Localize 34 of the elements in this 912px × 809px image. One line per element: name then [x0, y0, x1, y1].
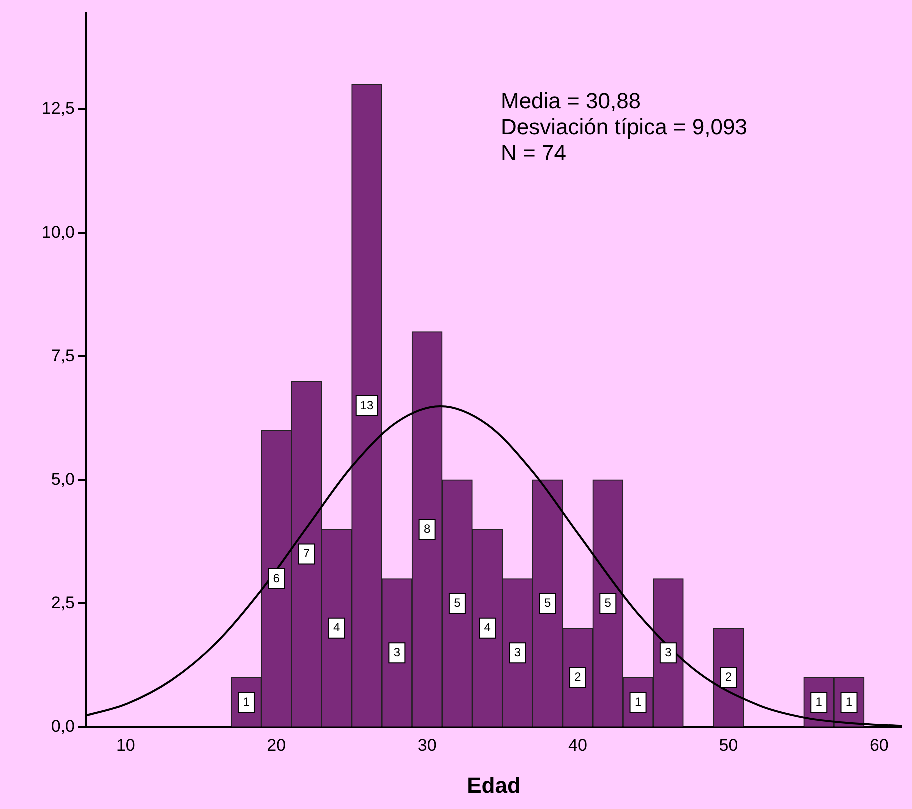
annotation: Desviación típica = 9,093 — [501, 114, 748, 140]
data-label: 2 — [574, 670, 582, 684]
data-label: 7 — [303, 546, 310, 561]
x-tick-label: 20 — [267, 736, 286, 756]
data-label: 5 — [454, 596, 462, 610]
x-axis-title: Edad — [467, 772, 521, 798]
data-label: 1 — [243, 694, 250, 709]
data-label: 3 — [514, 645, 522, 660]
data-label: 8 — [424, 522, 431, 536]
data-label: 5 — [604, 596, 612, 610]
data-label: 13 — [360, 398, 374, 412]
data-label: 1 — [846, 694, 853, 709]
data-label: 3 — [394, 645, 401, 660]
y-tick-label: 5,0 — [51, 470, 75, 489]
data-label: 3 — [665, 645, 672, 660]
data-label: 5 — [544, 596, 552, 610]
y-tick-label: 10,0 — [42, 222, 75, 242]
x-tick-label: 30 — [418, 736, 437, 756]
x-tick-label: 40 — [568, 736, 588, 756]
y-tick-label: 12,5 — [42, 99, 75, 118]
data-label: 6 — [273, 571, 280, 586]
y-tick-label: 7,5 — [51, 346, 75, 366]
x-tick-label: 60 — [870, 736, 889, 756]
y-tick-label: 2,5 — [51, 593, 75, 612]
data-label: 2 — [725, 670, 732, 684]
annotation: Media = 30,88 — [501, 88, 642, 114]
x-tick-label: 10 — [116, 736, 136, 756]
data-label: 4 — [334, 620, 341, 635]
annotation: N = 74 — [501, 140, 566, 166]
data-label: 1 — [816, 694, 823, 709]
data-label: 4 — [484, 620, 492, 635]
data-label: 1 — [634, 694, 642, 709]
x-tick-label: 50 — [719, 736, 738, 756]
y-tick-label: 0,0 — [51, 716, 75, 736]
